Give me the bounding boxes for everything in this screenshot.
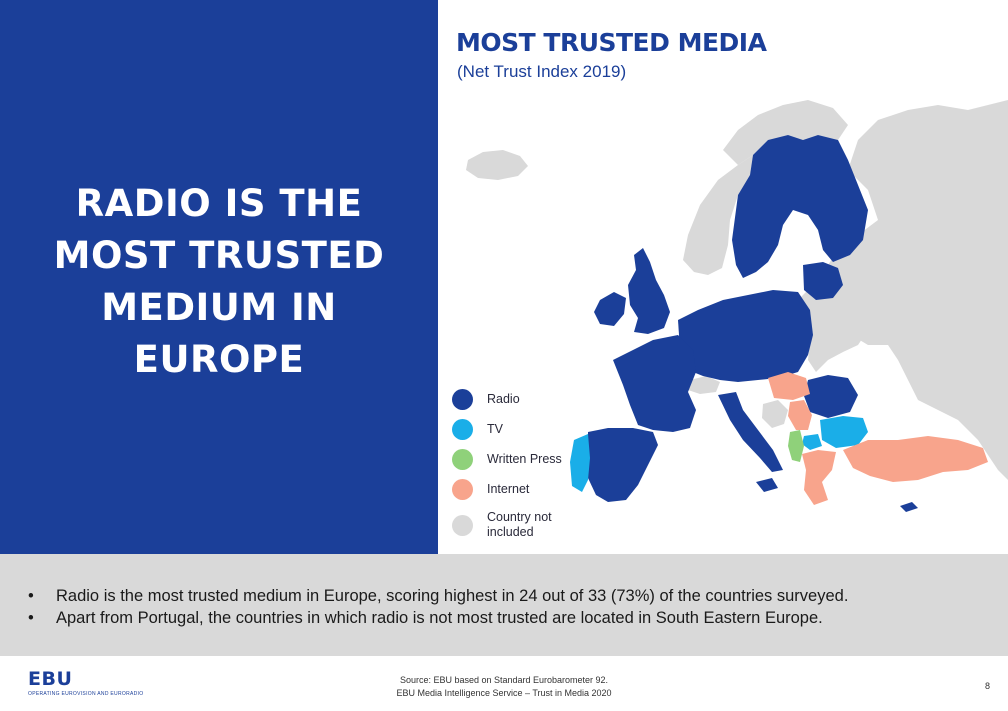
map-subtitle: (Net Trust Index 2019)	[457, 62, 626, 82]
source-line: EBU Media Intelligence Service – Trust i…	[0, 687, 1008, 700]
map-legend: Radio TV Written Press Internet Country …	[452, 384, 582, 544]
map-region-spain	[588, 428, 658, 502]
page-number: 8	[985, 681, 990, 691]
map-region-iceland	[466, 150, 528, 180]
legend-label: Radio	[487, 392, 520, 407]
map-region-turkey	[843, 436, 988, 482]
legend-item-tv: TV	[452, 414, 582, 444]
legend-label: Country not included	[487, 510, 567, 540]
source-note: Source: EBU based on Standard Eurobarome…	[0, 674, 1008, 700]
map-panel: MOST TRUSTED MEDIA (Net Trust Index 2019…	[438, 0, 1008, 554]
summary-bullet: Apart from Portugal, the countries in wh…	[28, 607, 848, 629]
source-line: Source: EBU based on Standard Eurobarome…	[0, 674, 1008, 687]
headline-line: MEDIUM IN	[29, 282, 409, 334]
map-region-sicily	[756, 478, 778, 492]
summary-bullet: Radio is the most trusted medium in Euro…	[28, 585, 848, 607]
legend-swatch-internet	[452, 479, 473, 500]
legend-item-written-press: Written Press	[452, 444, 582, 474]
legend-label: Written Press	[487, 452, 562, 467]
legend-item-radio: Radio	[452, 384, 582, 414]
footer: EBU OPERATING EUROVISION AND EURORADIO S…	[0, 656, 1008, 711]
map-region-greece	[802, 450, 836, 505]
map-region-central	[678, 290, 813, 382]
legend-label: TV	[487, 422, 503, 437]
headline: RADIO IS THE MOST TRUSTED MEDIUM IN EURO…	[29, 178, 409, 386]
legend-swatch-not-included	[452, 515, 473, 536]
legend-item-not-included: Country not included	[452, 506, 582, 544]
map-region-cyprus	[900, 502, 918, 512]
map-title: MOST TRUSTED MEDIA	[456, 28, 766, 57]
map-region-albania	[788, 430, 804, 462]
map-region-france	[613, 335, 696, 432]
headline-line: MOST TRUSTED	[29, 230, 409, 282]
headline-line: RADIO IS THE	[29, 178, 409, 230]
legend-label: Internet	[487, 482, 529, 497]
summary-band: Radio is the most trusted medium in Euro…	[0, 554, 1008, 656]
legend-swatch-written-press	[452, 449, 473, 470]
legend-swatch-radio	[452, 389, 473, 410]
headline-panel: RADIO IS THE MOST TRUSTED MEDIUM IN EURO…	[0, 0, 438, 554]
headline-line: EUROPE	[29, 334, 409, 386]
map-region-uk	[628, 248, 670, 334]
map-region-romania	[804, 375, 858, 418]
map-region-north-macedonia	[802, 434, 822, 450]
map-region-hungary	[768, 372, 810, 400]
summary-bullets: Radio is the most trusted medium in Euro…	[28, 585, 848, 629]
legend-item-internet: Internet	[452, 474, 582, 504]
map-region-ireland	[594, 292, 626, 326]
map-region-bosnia	[762, 400, 788, 428]
legend-swatch-tv	[452, 419, 473, 440]
